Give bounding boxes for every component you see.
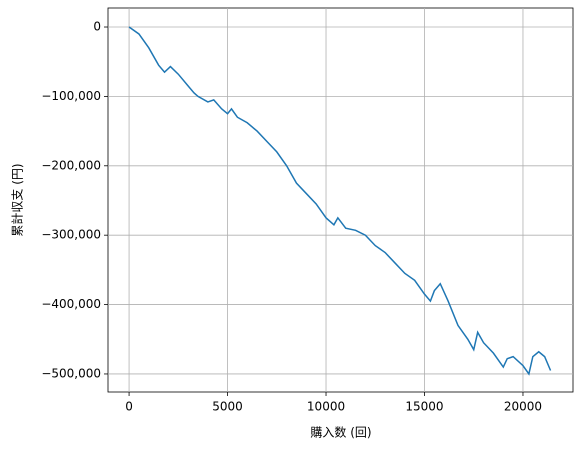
x-tick-label: 10000 [307,400,345,414]
y-tick-label: −400,000 [41,297,101,311]
y-axis-label: 累計収支 (円) [10,163,25,236]
y-tick-label: 0 [93,20,101,34]
x-tick-label: 0 [125,400,133,414]
x-tick-label: 5000 [212,400,243,414]
x-tick-label: 15000 [405,400,443,414]
y-tick-label: −200,000 [41,158,101,172]
y-tick-label: −500,000 [41,366,101,380]
y-tick-label: −300,000 [41,228,101,242]
x-axis-label: 購入数 (回) [310,425,371,440]
data-line [128,26,552,376]
y-tick-label: −100,000 [41,89,101,103]
plot-frame [107,7,574,393]
x-tick-label: 20000 [504,400,542,414]
